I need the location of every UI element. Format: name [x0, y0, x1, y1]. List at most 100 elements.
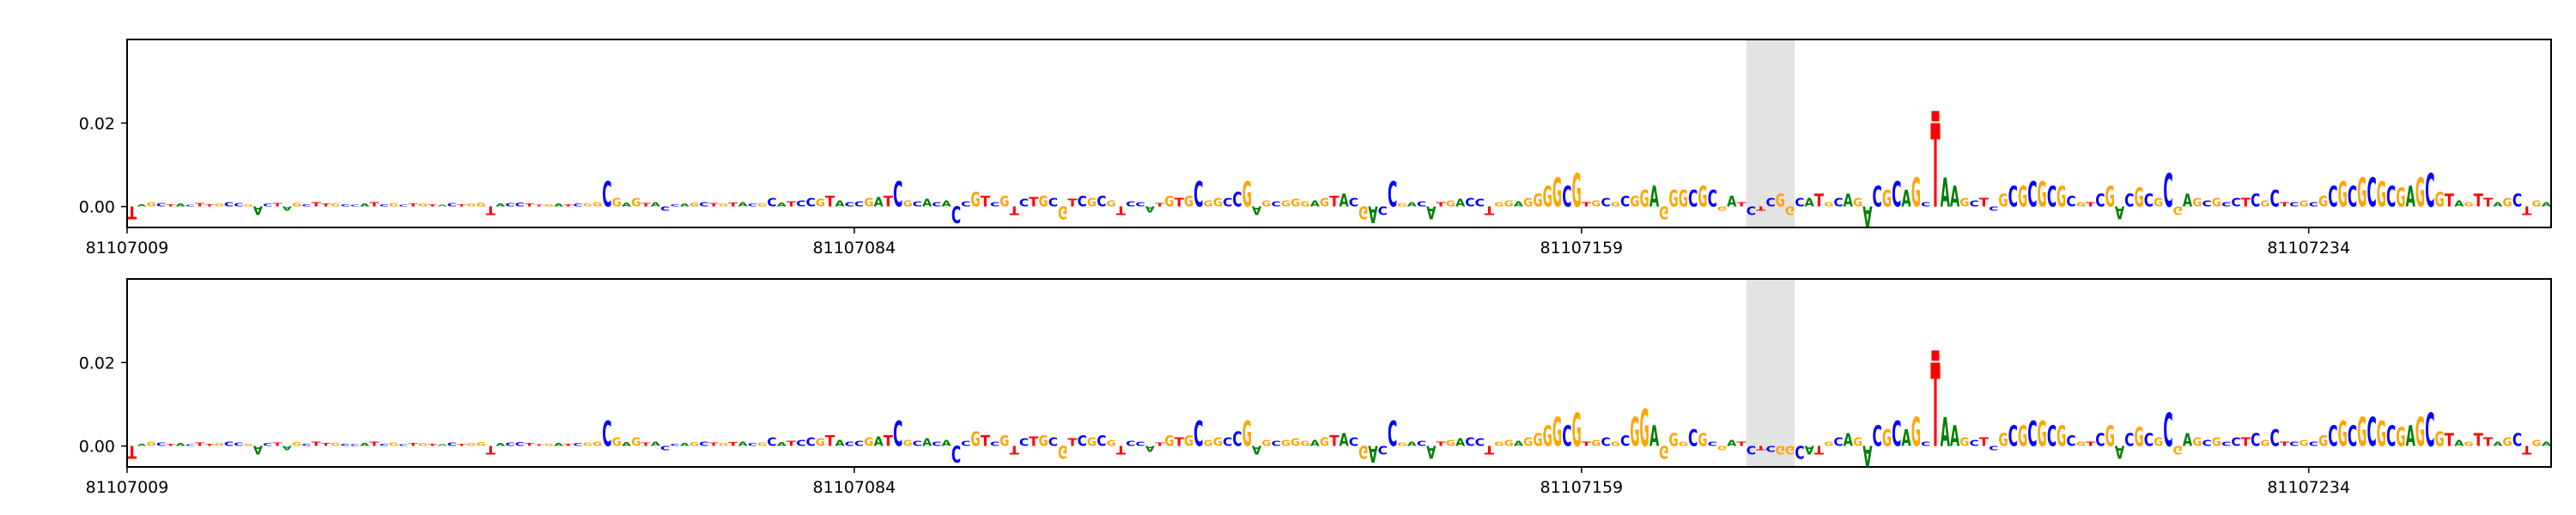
base-letter: G	[1281, 199, 1291, 209]
base-letter: C	[602, 415, 611, 455]
base-letter: A	[1145, 204, 1156, 214]
base-letter: T	[1930, 342, 1940, 474]
base-letter: A	[1844, 191, 1853, 211]
base-letter: A	[175, 203, 185, 208]
base-letter: C	[263, 443, 272, 447]
base-letter: G	[1300, 440, 1309, 448]
y-tick-label: 0.00	[79, 438, 115, 457]
base-letter: T	[2241, 197, 2251, 209]
base-letter: C	[854, 201, 864, 209]
base-letter: C	[932, 202, 941, 209]
base-letter: G	[970, 427, 980, 451]
base-letter: T	[369, 202, 380, 209]
base-letter: C	[2027, 176, 2037, 215]
base-letter: G	[1281, 439, 1291, 448]
base-letter: C	[2144, 431, 2154, 451]
base-letter: C	[913, 440, 922, 448]
base-letter: G	[2377, 176, 2386, 215]
base-letter: A	[680, 203, 690, 208]
x-tick-label: 81107084	[813, 478, 896, 497]
base-letter: C	[1378, 443, 1388, 456]
base-letter: C	[398, 204, 408, 207]
base-letter: T	[563, 444, 573, 447]
base-letter: A	[495, 442, 506, 447]
base-letter: C	[2163, 165, 2172, 218]
base-letter: C	[1620, 193, 1630, 209]
base-letter: G	[592, 441, 602, 448]
base-letter: G	[147, 202, 156, 209]
base-letter: C	[932, 441, 941, 448]
base-letter: G	[1882, 427, 1892, 452]
base-letter: G	[1611, 202, 1620, 209]
base-letter: G	[2338, 415, 2348, 455]
base-letter: A	[622, 202, 632, 208]
base-letter: G	[1058, 441, 1067, 461]
base-letter: C	[796, 439, 805, 448]
base-letter: A	[922, 438, 932, 450]
base-letter: G	[1668, 431, 1678, 451]
base-letter: C	[1048, 197, 1058, 209]
base-letter: G	[1824, 441, 1833, 448]
base-letter: C	[1126, 440, 1135, 448]
base-letter: G	[1552, 171, 1562, 216]
base-letter: G	[1911, 171, 1921, 216]
base-letter: G	[477, 441, 486, 447]
base-letter: C	[2289, 441, 2299, 448]
base-letter: C	[340, 204, 349, 208]
base-letter: C	[1620, 433, 1630, 449]
base-letter: G	[1203, 439, 1212, 448]
base-letter: G	[1038, 193, 1048, 209]
variant-marker	[1931, 111, 1940, 122]
base-letter: G	[1717, 445, 1727, 451]
base-letter: A	[137, 204, 146, 208]
base-letter: C	[447, 442, 458, 447]
base-letter: C	[1765, 444, 1775, 453]
base-letter: G	[583, 203, 592, 208]
base-letter: T	[1175, 436, 1184, 449]
base-letter: C	[1688, 427, 1698, 452]
base-letter: C	[2366, 410, 2376, 456]
base-letter: C	[1349, 197, 1358, 209]
base-letter: C	[1873, 181, 1882, 214]
base-letter: C	[748, 203, 757, 208]
base-letter: T	[1010, 203, 1019, 216]
base-letter: G	[331, 203, 340, 208]
base-letter: G	[1397, 442, 1406, 447]
base-letter: A	[835, 439, 845, 449]
base-letter: C	[1232, 188, 1242, 212]
base-letter: G	[2192, 197, 2202, 209]
base-letter: A	[2454, 439, 2464, 448]
base-letter: G	[999, 433, 1009, 449]
base-letter: C	[1135, 441, 1145, 448]
base-letter: A	[437, 204, 447, 207]
base-letter: T	[1736, 441, 1747, 448]
base-letter: G	[1543, 181, 1552, 214]
base-letter: C	[573, 203, 582, 208]
base-letter: G	[1358, 202, 1368, 221]
base-letter: G	[1494, 202, 1504, 209]
base-letter: C	[2095, 431, 2105, 451]
base-letter: C	[2221, 441, 2231, 448]
base-letter: A	[1844, 431, 1853, 451]
base-letter: G	[2076, 202, 2086, 209]
base-letter: T	[787, 440, 797, 448]
base-letter: C	[301, 444, 311, 447]
base-letter: G	[2212, 197, 2221, 209]
base-letter: A	[1252, 203, 1262, 216]
base-letter: G	[1494, 441, 1504, 448]
base-letter: C	[951, 439, 961, 465]
base-letter: G	[1698, 431, 1707, 451]
base-letter: G	[1242, 415, 1252, 455]
base-letter: C	[505, 442, 515, 447]
base-letter: C	[156, 203, 167, 208]
base-letter: A	[651, 202, 661, 209]
base-letter: C	[1048, 436, 1058, 449]
base-letter: C	[961, 440, 970, 448]
base-letter: A	[1862, 199, 1873, 232]
base-letter: G	[1523, 197, 1533, 209]
base-letter: A	[680, 442, 690, 447]
base-letter: C	[2047, 421, 2057, 453]
base-letter: A	[942, 439, 952, 448]
base-letter: G	[418, 442, 428, 447]
base-letter: C	[670, 204, 679, 208]
